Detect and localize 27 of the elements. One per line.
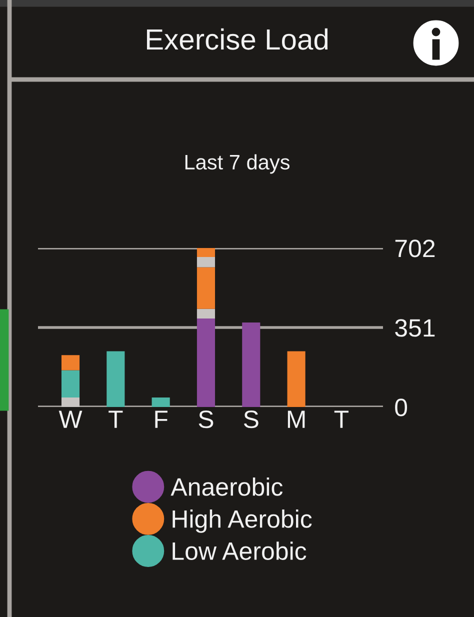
x-tick-label: S — [198, 410, 214, 428]
y-tick-label: 351 — [395, 319, 435, 337]
x-tick-label: S — [244, 410, 258, 428]
chart-subtitle: Last 7 days — [185, 154, 290, 174]
y-tick-label: 0 — [395, 398, 408, 416]
bar — [61, 370, 80, 398]
chart-title: Exercise Load — [146, 28, 328, 50]
bar — [152, 397, 170, 407]
bar — [196, 267, 216, 309]
legend-label: Anaerobic — [170, 478, 283, 496]
bar — [196, 308, 216, 318]
x-tick-label: T — [334, 410, 349, 428]
x-tick-label: F — [155, 410, 168, 428]
bar — [61, 355, 80, 370]
legend-label: High Aerobic — [172, 510, 312, 533]
y-tick-label: 702 — [395, 240, 435, 258]
x-tick-label: W — [58, 410, 82, 428]
bar — [287, 351, 306, 407]
legend-label: Low Aerobic — [172, 542, 306, 560]
bar — [196, 248, 216, 258]
x-tick-label: M — [288, 410, 305, 428]
x-tick-label: T — [108, 410, 123, 428]
bar — [242, 322, 260, 407]
bar — [196, 318, 216, 407]
bar — [106, 351, 125, 407]
bar — [61, 397, 80, 407]
bar — [196, 257, 216, 268]
